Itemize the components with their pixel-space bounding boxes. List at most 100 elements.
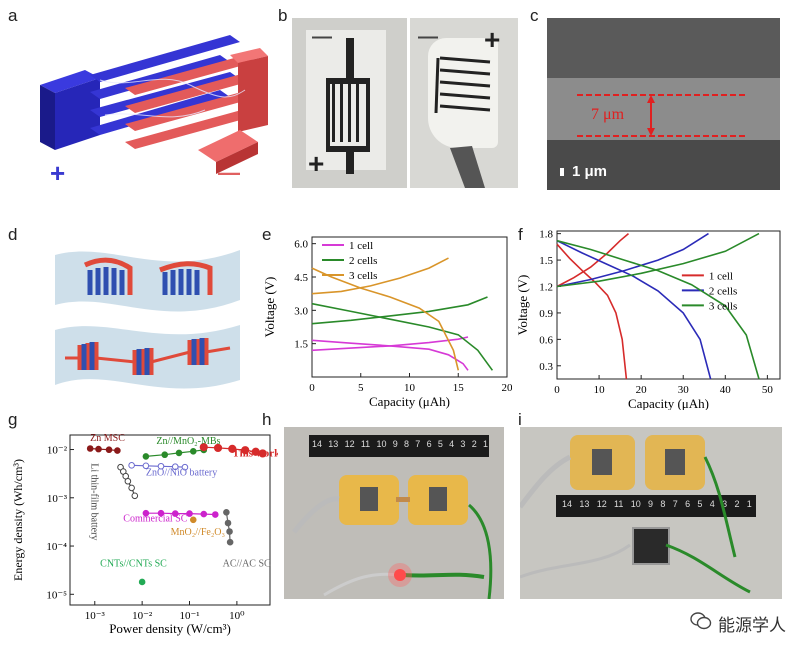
- panel-label-b: b: [278, 6, 288, 25]
- data-point: [226, 538, 234, 546]
- wechat-icon: [690, 612, 712, 635]
- sem-thickness-annotation: [560, 94, 747, 176]
- data-point: [223, 509, 230, 516]
- device-left-electrode: [360, 487, 378, 511]
- data-point: [258, 449, 267, 458]
- legend-label: 1 cell: [349, 240, 373, 252]
- x-axis-label: Capacity (μAh): [628, 396, 709, 410]
- x-tick-label: 20: [502, 382, 513, 394]
- x-tick-label: 10: [594, 384, 606, 396]
- sem-background: [547, 18, 780, 78]
- panel-d-flexible-illustration: [40, 240, 250, 400]
- panel-label-d: d: [8, 225, 18, 244]
- x-tick-label: 10: [404, 382, 416, 394]
- data-point: [105, 446, 113, 454]
- x-tick-label: 5: [358, 382, 364, 394]
- device-right-electrode: [429, 487, 447, 511]
- device-right-electrode: [665, 449, 685, 475]
- panel-label-a: a: [8, 6, 18, 25]
- interdigitated-electrode-3d: [40, 35, 268, 174]
- ruler-number: 4: [449, 439, 455, 449]
- annotation-label: This work: [232, 447, 278, 459]
- plot-frame: [69, 434, 271, 606]
- series-discharge-curve: [556, 239, 712, 380]
- series-line: [90, 447, 118, 452]
- ruler-number: 6: [685, 499, 691, 509]
- data-point: [175, 449, 183, 457]
- bent-device-pattern: [434, 56, 491, 188]
- data-point: [199, 443, 208, 452]
- x-tick-label: 0: [309, 382, 315, 394]
- data-point: [213, 443, 223, 453]
- y-axis-label: Energy density (Wh/cm³): [11, 459, 25, 581]
- panel-g-ragone-chart: 10⁻³ 10⁻² 10⁻¹ 10⁰ 10⁻⁵ 10⁻⁴ 10⁻³ 10⁻² Power den…: [8, 425, 281, 640]
- data-point: [138, 578, 146, 586]
- panel-i-photo-demo: 14 13 12 11 10 9 8 7 6 5 4 3 2 1: [520, 427, 782, 599]
- y-tick-label: 1.2: [539, 282, 553, 294]
- data-point: [200, 510, 208, 518]
- sem-film-layer: [547, 78, 780, 140]
- ruler-number: 8: [660, 499, 666, 509]
- ruler-number: 5: [697, 499, 703, 509]
- ruler-number: 10: [630, 499, 641, 509]
- y-tick-label: 1.5: [539, 255, 553, 267]
- series-line: [225, 512, 231, 543]
- y-tick-label: 0.9: [539, 308, 553, 320]
- annotation-label: Commercial SC: [123, 514, 187, 525]
- y-tick-label: 10⁻²: [47, 445, 68, 457]
- panel-b-left-plus: +: [308, 148, 325, 179]
- data-point: [124, 477, 132, 485]
- ruler-number: 13: [328, 439, 339, 449]
- panel-label-h: h: [262, 410, 272, 429]
- x-tick-label: 10⁻³: [85, 610, 106, 622]
- data-point: [142, 453, 150, 460]
- panel-h-wires: [292, 496, 493, 599]
- ruler-number: 3: [460, 439, 466, 449]
- sem-scale-bar-label: 1 μm: [572, 163, 608, 180]
- data-point: [171, 510, 179, 517]
- ruler-number: 7: [672, 499, 678, 509]
- sem-substrate: [547, 140, 780, 190]
- data-point: [226, 528, 233, 535]
- series-discharge-curve: [311, 267, 460, 371]
- ruler-number: 2: [734, 499, 740, 509]
- panel-h-ruler: [309, 435, 489, 457]
- ruler-number: 12: [344, 439, 355, 449]
- series-discharge-curve: [556, 243, 628, 380]
- flexible-array-3d: [55, 250, 240, 389]
- plot-frame: [311, 236, 508, 378]
- data-point: [171, 463, 179, 471]
- panel-f-gcd-chart: 0 10 20 30 40 50 0.3 0.6 0.9 1.2 1.5 1.8 Capacity (μ…: [515, 225, 785, 411]
- data-point: [211, 511, 219, 518]
- ruler-number: 6: [426, 439, 432, 449]
- x-tick-label: 10⁰: [229, 610, 245, 622]
- ruler-number: 1: [746, 499, 752, 509]
- data-point: [131, 492, 139, 500]
- y-tick-label: 4.5: [294, 272, 308, 284]
- ruler-number: 10: [376, 439, 387, 449]
- chart-f-svg: 0 10 20 30 40 50 0.3 0.6 0.9 1.2 1.5 1.8 Capacity (μ…: [515, 229, 781, 411]
- data-point: [142, 462, 150, 470]
- data-point: [181, 463, 189, 471]
- data-point: [114, 447, 121, 454]
- ruler-number: 12: [596, 499, 607, 509]
- panel-i-ruler: [556, 495, 756, 517]
- device-interconnect: [396, 497, 410, 502]
- data-point: [186, 510, 193, 517]
- chart-e-svg: 0 5 10 15 20 1.5 3.0 4.5 6.0 Capacity (μAh) Voltag…: [262, 236, 513, 409]
- x-axis-label: Capacity (μAh): [369, 394, 450, 409]
- series-charge-curve: [556, 232, 760, 288]
- x-tick-label: 50: [762, 384, 774, 396]
- x-tick-label: 40: [720, 384, 732, 396]
- y-tick-label: 1.8: [539, 229, 553, 241]
- ruler-number: 5: [437, 439, 443, 449]
- y-tick-label: 10⁻⁵: [46, 589, 67, 601]
- plot-frame: [556, 230, 781, 380]
- annotation-label: MnO₂//Fe₂O₃: [171, 527, 225, 538]
- ruler-number: 7: [415, 439, 421, 449]
- x-axis-label: Power density (W/cm³): [109, 621, 231, 636]
- device-left-electrode: [592, 449, 612, 475]
- series-charge-curve: [556, 232, 709, 288]
- legend-label: 1 cell: [709, 270, 733, 282]
